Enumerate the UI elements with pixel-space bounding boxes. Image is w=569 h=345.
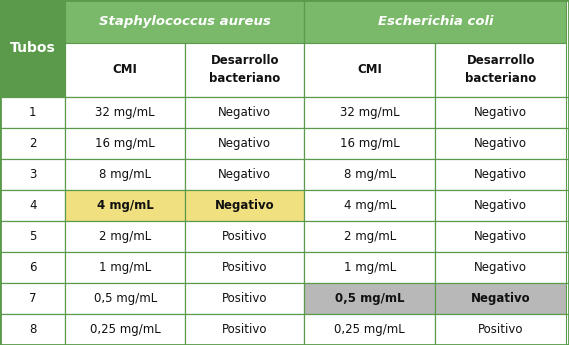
Text: 8 mg/mL: 8 mg/mL	[344, 168, 396, 181]
Text: 0,5 mg/mL: 0,5 mg/mL	[335, 292, 405, 305]
Bar	[185, 97, 304, 128]
Bar	[185, 314, 304, 345]
Bar	[65, 221, 185, 252]
Text: 0,25 mg/mL: 0,25 mg/mL	[335, 323, 405, 336]
Bar	[435, 43, 566, 97]
Bar	[304, 0, 566, 43]
Bar	[435, 97, 566, 128]
Bar	[435, 314, 566, 345]
Bar	[65, 97, 185, 128]
Text: 8: 8	[29, 323, 36, 336]
Text: 6: 6	[29, 261, 36, 274]
Bar	[304, 97, 435, 128]
Bar	[65, 0, 304, 43]
Text: CMI: CMI	[113, 63, 138, 76]
Text: Positivo: Positivo	[222, 230, 267, 243]
Text: 5: 5	[29, 230, 36, 243]
Text: 1 mg/mL: 1 mg/mL	[344, 261, 396, 274]
Text: 4 mg/mL: 4 mg/mL	[344, 199, 396, 212]
Text: Negativo: Negativo	[474, 168, 527, 181]
Bar	[304, 190, 435, 221]
Text: 16 mg/mL: 16 mg/mL	[95, 137, 155, 150]
Bar	[65, 190, 185, 221]
Text: 4: 4	[29, 199, 36, 212]
Bar	[435, 159, 566, 190]
Text: 0,25 mg/mL: 0,25 mg/mL	[90, 323, 160, 336]
Bar	[304, 159, 435, 190]
Bar	[185, 159, 304, 190]
Text: Positivo: Positivo	[222, 292, 267, 305]
Text: Desarrollo
bacteriano: Desarrollo bacteriano	[465, 55, 537, 85]
Bar	[65, 283, 185, 314]
Bar	[65, 159, 185, 190]
Bar	[185, 190, 304, 221]
Text: 7: 7	[29, 292, 36, 305]
Text: 0,5 mg/mL: 0,5 mg/mL	[93, 292, 157, 305]
Bar	[435, 283, 566, 314]
Text: Negativo: Negativo	[471, 292, 530, 305]
Text: Negativo: Negativo	[218, 137, 271, 150]
Text: 2 mg/mL: 2 mg/mL	[99, 230, 151, 243]
Bar	[304, 43, 435, 97]
Text: 1: 1	[29, 106, 36, 119]
Text: 16 mg/mL: 16 mg/mL	[340, 137, 400, 150]
Bar	[185, 128, 304, 159]
Bar	[0, 97, 65, 128]
Bar	[185, 221, 304, 252]
Text: Negativo: Negativo	[474, 137, 527, 150]
Text: 32 mg/mL: 32 mg/mL	[96, 106, 155, 119]
Bar	[65, 128, 185, 159]
Bar	[0, 0, 65, 97]
Text: 8 mg/mL: 8 mg/mL	[99, 168, 151, 181]
Text: Negativo: Negativo	[215, 199, 274, 212]
Bar	[304, 252, 435, 283]
Text: Negativo: Negativo	[474, 199, 527, 212]
Text: 32 mg/mL: 32 mg/mL	[340, 106, 399, 119]
Bar	[0, 252, 65, 283]
Bar	[65, 252, 185, 283]
Bar	[304, 128, 435, 159]
Text: Positivo: Positivo	[222, 323, 267, 336]
Bar	[65, 43, 185, 97]
Text: Negativo: Negativo	[474, 230, 527, 243]
Bar	[304, 283, 435, 314]
Bar	[435, 252, 566, 283]
Text: Tubos: Tubos	[10, 41, 56, 55]
Text: 4 mg/mL: 4 mg/mL	[97, 199, 154, 212]
Text: Negativo: Negativo	[218, 106, 271, 119]
Text: 1 mg/mL: 1 mg/mL	[99, 261, 151, 274]
Text: 2 mg/mL: 2 mg/mL	[344, 230, 396, 243]
Text: Escherichia coli: Escherichia coli	[378, 15, 493, 28]
Text: CMI: CMI	[357, 63, 382, 76]
Text: Staphylococcus aureus: Staphylococcus aureus	[99, 15, 271, 28]
Text: Positivo: Positivo	[478, 323, 523, 336]
Bar	[435, 190, 566, 221]
Bar	[304, 314, 435, 345]
Text: 2: 2	[29, 137, 36, 150]
Bar	[0, 128, 65, 159]
Bar	[185, 283, 304, 314]
Text: Positivo: Positivo	[222, 261, 267, 274]
Bar	[0, 314, 65, 345]
Bar	[185, 252, 304, 283]
Bar	[65, 314, 185, 345]
Text: 3: 3	[29, 168, 36, 181]
Bar	[304, 221, 435, 252]
Bar	[435, 128, 566, 159]
Text: Negativo: Negativo	[474, 106, 527, 119]
Bar	[435, 221, 566, 252]
Bar	[0, 190, 65, 221]
Text: Desarrollo
bacteriano: Desarrollo bacteriano	[209, 55, 281, 85]
Bar	[185, 43, 304, 97]
Bar	[0, 283, 65, 314]
Text: Negativo: Negativo	[474, 261, 527, 274]
Bar	[0, 159, 65, 190]
Bar	[0, 221, 65, 252]
Text: Negativo: Negativo	[218, 168, 271, 181]
